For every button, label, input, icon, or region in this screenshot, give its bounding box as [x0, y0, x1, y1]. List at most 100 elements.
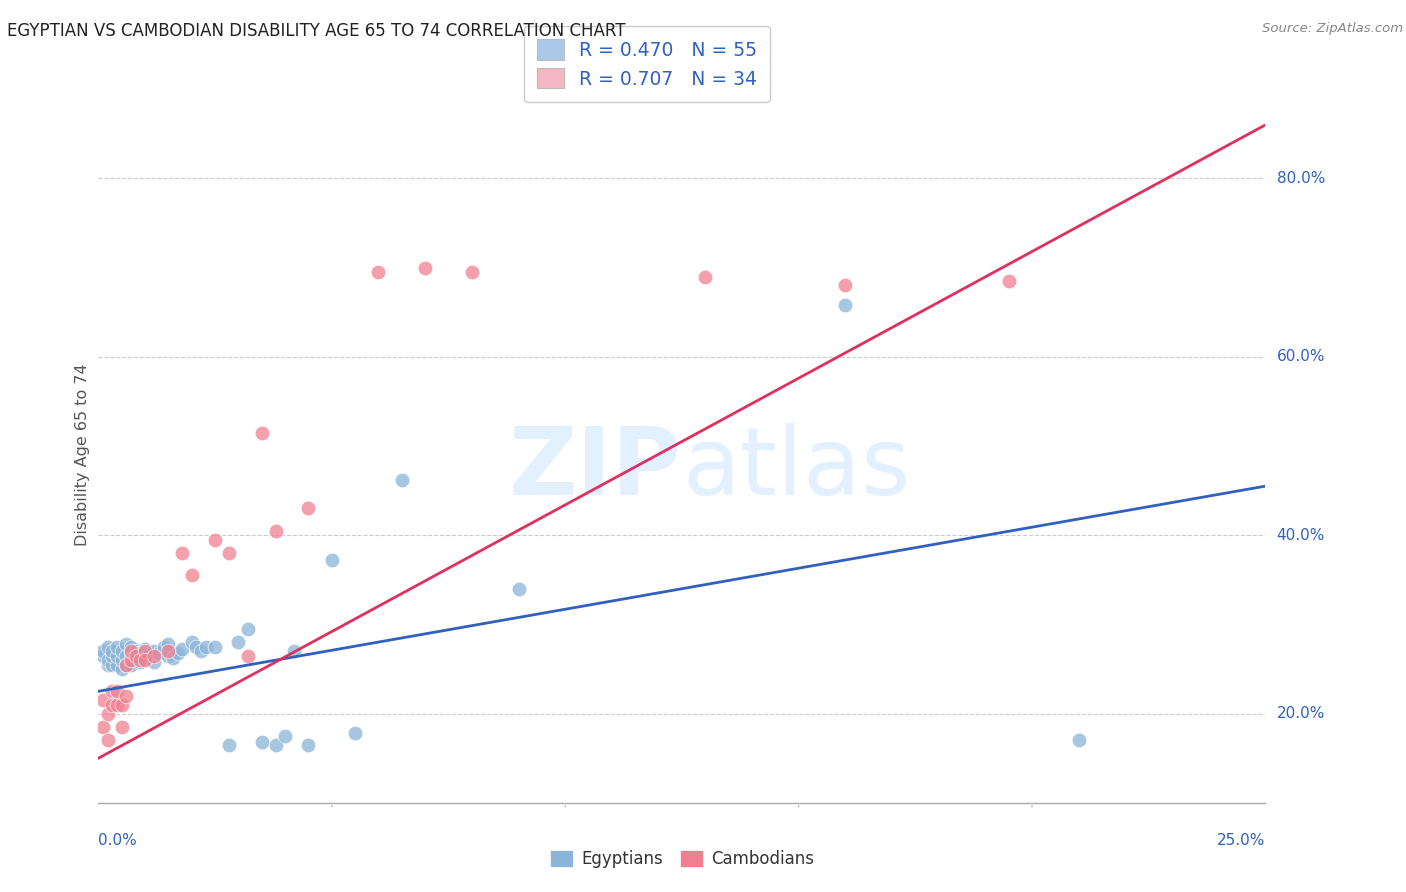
Point [157, 637, 180, 651]
Point [120, 646, 142, 660]
Text: EGYPTIAN VS CAMBODIAN DISABILITY AGE 65 TO 74 CORRELATION CHART: EGYPTIAN VS CAMBODIAN DISABILITY AGE 65 … [7, 22, 626, 40]
Point [115, 637, 138, 651]
Point [91, 720, 114, 734]
Point [91, 644, 114, 658]
Point [236, 622, 259, 636]
Point [264, 524, 287, 538]
Point [321, 553, 343, 567]
Point [105, 698, 128, 712]
Point [1067, 733, 1090, 747]
Text: 20.0%: 20.0% [1277, 706, 1324, 721]
Point [461, 265, 484, 279]
Point [120, 640, 142, 654]
Point [139, 646, 162, 660]
Point [105, 640, 128, 654]
Text: 25.0%: 25.0% [1218, 833, 1265, 848]
Point [129, 646, 152, 660]
Point [194, 640, 217, 654]
Point [97, 640, 120, 654]
Point [111, 662, 134, 676]
Point [172, 642, 194, 657]
Point [129, 653, 152, 667]
Point [228, 635, 250, 649]
Text: 0.0%: 0.0% [98, 833, 138, 848]
Point [391, 473, 413, 487]
Point [413, 260, 436, 275]
Point [105, 648, 128, 663]
Point [115, 657, 138, 672]
Point [344, 726, 367, 740]
Point [125, 648, 148, 663]
Point [190, 644, 212, 658]
Legend: Egyptians, Cambodians: Egyptians, Cambodians [543, 843, 821, 874]
Point [157, 644, 180, 658]
Point [148, 646, 170, 660]
Point [125, 644, 148, 658]
Point [236, 648, 259, 663]
Point [101, 644, 124, 658]
Point [834, 278, 856, 293]
Text: ZIP: ZIP [509, 423, 682, 515]
Point [297, 738, 319, 752]
Point [997, 274, 1019, 288]
Point [97, 653, 120, 667]
Text: 60.0%: 60.0% [1277, 350, 1324, 364]
Point [367, 265, 389, 279]
Point [97, 706, 120, 721]
Point [120, 653, 142, 667]
Point [143, 648, 166, 663]
Point [172, 546, 194, 560]
Point [134, 653, 156, 667]
Point [101, 657, 124, 672]
Point [120, 657, 142, 672]
Point [180, 635, 202, 649]
Point [134, 651, 156, 665]
Point [204, 533, 226, 547]
Point [186, 640, 208, 654]
Point [115, 648, 138, 663]
Point [111, 720, 134, 734]
Point [91, 693, 114, 707]
Point [125, 651, 148, 665]
Point [105, 657, 128, 672]
Y-axis label: Disability Age 65 to 74: Disability Age 65 to 74 [75, 364, 90, 546]
Point [297, 501, 319, 516]
Point [283, 644, 305, 658]
Point [111, 644, 134, 658]
Point [274, 729, 297, 743]
Point [91, 648, 114, 663]
Point [218, 738, 240, 752]
Point [111, 698, 134, 712]
Point [97, 657, 120, 672]
Point [129, 655, 152, 669]
Point [111, 653, 134, 667]
Point [162, 651, 184, 665]
Point [115, 657, 138, 672]
Point [115, 689, 138, 703]
Point [105, 684, 128, 698]
Point [204, 640, 226, 654]
Point [101, 648, 124, 663]
Point [120, 644, 142, 658]
Point [180, 568, 202, 582]
Point [264, 738, 287, 752]
Point [152, 640, 174, 654]
Point [134, 642, 156, 657]
Point [143, 644, 166, 658]
Text: 40.0%: 40.0% [1277, 528, 1324, 542]
Text: atlas: atlas [682, 423, 910, 515]
Point [508, 582, 530, 596]
Point [695, 269, 717, 284]
Point [834, 298, 856, 312]
Point [218, 546, 240, 560]
Point [250, 735, 273, 749]
Text: 80.0%: 80.0% [1277, 171, 1324, 186]
Point [143, 655, 166, 669]
Point [250, 425, 273, 440]
Point [97, 733, 120, 747]
Text: Source: ZipAtlas.com: Source: ZipAtlas.com [1263, 22, 1403, 36]
Point [157, 648, 180, 663]
Point [101, 684, 124, 698]
Point [166, 646, 188, 660]
Point [101, 698, 124, 712]
